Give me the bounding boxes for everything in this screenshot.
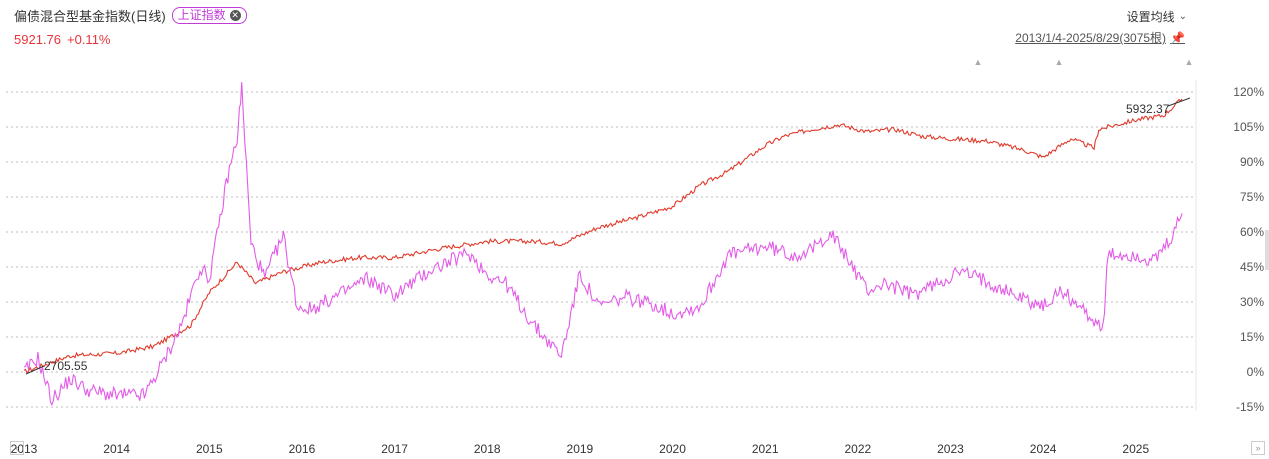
x-tick-label: 2021 — [752, 442, 779, 456]
scrollbar-handle[interactable] — [1265, 230, 1269, 270]
series-lines — [23, 82, 1183, 407]
end-value-label: 5932.37 — [1126, 102, 1170, 116]
start-value-arrow — [25, 365, 45, 375]
price-change: +0.11% — [67, 32, 111, 47]
close-icon[interactable]: ✕ — [229, 10, 241, 21]
price-row: 5921.76 +0.11% — [14, 32, 247, 47]
x-tick-label: 2017 — [381, 442, 408, 456]
y-tick-label: 75% — [1240, 190, 1264, 204]
x-tick-label: 2018 — [474, 442, 501, 456]
x-tick-label: 2023 — [937, 442, 964, 456]
y-tick-label: 0% — [1247, 365, 1265, 379]
grid-lines — [6, 80, 1197, 410]
collapse-icon[interactable]: ▲ — [1054, 57, 1064, 67]
y-tick-label: 60% — [1240, 225, 1264, 239]
date-range[interactable]: 2013/1/4-2025/8/29(3075根) 📌 — [1015, 29, 1185, 46]
x-tick-label: 2024 — [1030, 442, 1057, 456]
y-tick-label: 90% — [1240, 155, 1264, 169]
ma-settings-label: 设置均线 — [1126, 10, 1175, 24]
y-tick-label: 15% — [1240, 330, 1264, 344]
x-tick-label: 2016 — [289, 442, 316, 456]
collapse-icon[interactable]: ▲ — [1184, 57, 1194, 67]
annotations: 2705.55 5932.37 — [25, 97, 1191, 375]
y-tick-label: 30% — [1240, 295, 1264, 309]
x-tick-label: 2022 — [844, 442, 871, 456]
x-tick-label: 2015 — [196, 442, 223, 456]
compare-index-label: 上证指数 — [177, 8, 226, 22]
series-line-fund — [23, 98, 1183, 374]
compare-index-chip[interactable]: 上证指数 ✕ — [171, 7, 247, 24]
x-tick-label: 2014 — [103, 442, 130, 456]
date-range-label: 2013/1/4-2025/8/29(3075根) — [1015, 31, 1167, 45]
expand-icon[interactable]: » — [1251, 441, 1265, 455]
y-tick-label: 45% — [1240, 260, 1264, 274]
ma-settings-button[interactable]: 设置均线 ⌄ — [1127, 8, 1187, 25]
series-line-index — [23, 82, 1183, 407]
x-tick-label: 2013 — [11, 442, 38, 456]
y-axis-ticks: 120% 105% 90% 75% 60% 45% 30% 15% 0% -15% — [1233, 85, 1264, 414]
x-tick-label: 2020 — [659, 442, 686, 456]
y-tick-label: 120% — [1233, 85, 1264, 99]
current-price: 5921.76 — [14, 32, 61, 47]
y-tick-label: -15% — [1236, 400, 1264, 414]
x-tick-label: 2025 — [1122, 442, 1149, 456]
collapse-icon[interactable]: ▲ — [973, 57, 983, 67]
index-title: 偏债混合型基金指数(日线) — [14, 9, 166, 24]
header-left: 偏债混合型基金指数(日线) 上证指数 ✕ 5921.76 +0.11% — [14, 6, 247, 47]
scroll-left-icon[interactable]: ‹ — [10, 441, 24, 455]
end-value-arrow — [1167, 97, 1191, 107]
chevron-down-icon: ⌄ — [1178, 11, 1187, 22]
x-axis-ticks: 2013 2014 2015 2016 2017 2018 2019 2020 2021 2022… — [11, 442, 1150, 456]
start-value-label: 2705.55 — [44, 359, 88, 373]
y-tick-label: 105% — [1233, 120, 1264, 134]
pin-icon[interactable]: 📌 — [1170, 30, 1185, 45]
x-tick-label: 2019 — [567, 442, 594, 456]
